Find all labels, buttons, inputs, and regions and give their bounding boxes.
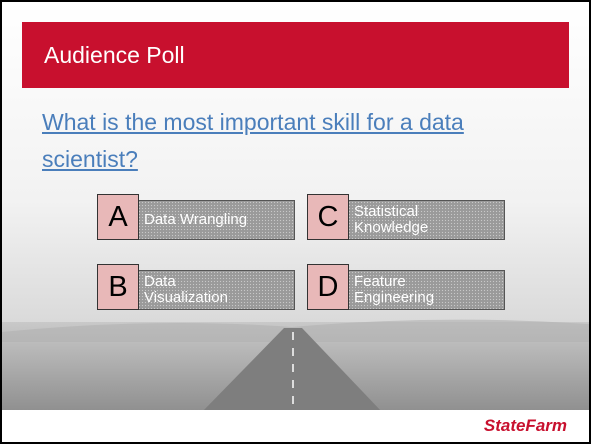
option-label-line: Feature (354, 274, 504, 290)
option-label-line: Visualization (144, 290, 294, 306)
poll-option[interactable]: A Data Wrangling (97, 194, 309, 252)
question-link[interactable]: What is the most important skill for a d… (42, 104, 562, 178)
option-letter: D (307, 264, 349, 310)
footer: StateFarm (2, 410, 589, 442)
option-label-line: Data Wrangling (144, 212, 294, 228)
slide: Audience Poll What is the most important… (0, 0, 591, 444)
option-label-line: Engineering (354, 290, 504, 306)
option-label-line: Statistical (354, 204, 504, 220)
header-bar: Audience Poll (22, 22, 569, 88)
option-label-line: Knowledge (354, 220, 504, 236)
logo: StateFarm (484, 416, 567, 436)
option-label-line: Data (144, 274, 294, 290)
slide-title: Audience Poll (44, 42, 185, 69)
option-letter: A (97, 194, 139, 240)
option-letter: B (97, 264, 139, 310)
option-letter: C (307, 194, 349, 240)
option-label: Data Wrangling (137, 200, 295, 240)
